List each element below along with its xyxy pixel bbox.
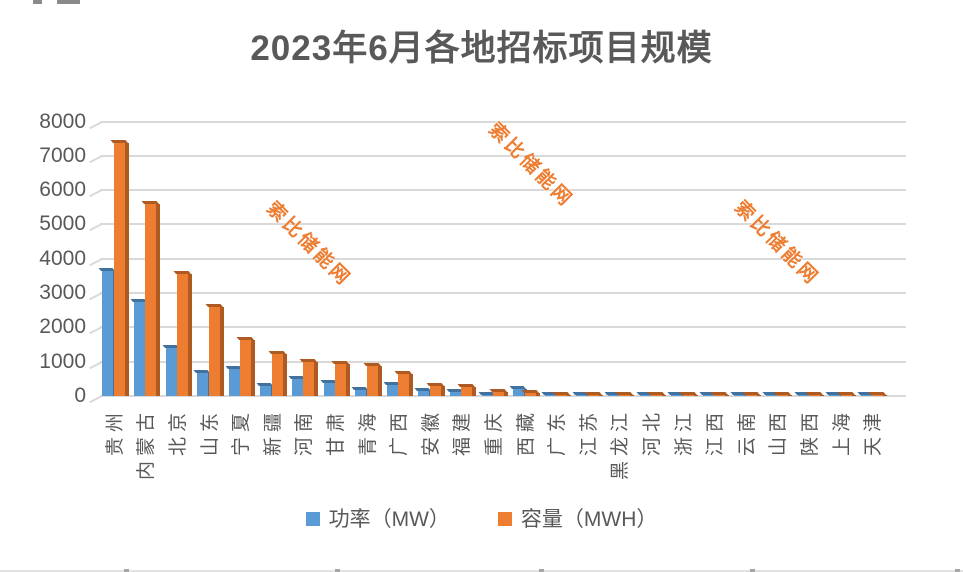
bar-capacity xyxy=(335,364,350,396)
bar-capacity xyxy=(398,373,414,396)
x-axis-category-label: 黑龙江 xyxy=(610,408,632,481)
x-axis-category-label: 广东 xyxy=(547,408,569,457)
x-axis-category-label: 陕西 xyxy=(800,408,821,457)
x-axis-category-label: 安徽 xyxy=(420,408,442,457)
bar-capacity xyxy=(587,394,603,396)
bar-capacity xyxy=(619,394,635,396)
bar-capacity xyxy=(366,365,382,396)
gridline xyxy=(100,154,906,157)
x-axis-category-label: 宁夏 xyxy=(231,408,253,457)
x-axis-category-label: 河南 xyxy=(294,408,316,457)
legend-label-capacity: 容量（MWH） xyxy=(520,508,658,531)
x-axis-category-label: 浙江 xyxy=(673,408,695,457)
gridline xyxy=(100,395,906,397)
screen-crop-artifact xyxy=(33,0,42,4)
y-axis-tick-label: 5000 xyxy=(39,212,86,236)
y-axis-tick-label: 6000 xyxy=(39,178,86,202)
bar-capacity xyxy=(524,392,540,396)
gridline xyxy=(100,292,906,295)
y-axis-tick-label: 2000 xyxy=(39,315,86,339)
chart-title: 2023年6月各地招标项目规模 xyxy=(250,29,713,68)
bar-capacity xyxy=(651,394,666,396)
x-axis-category-label: 西藏 xyxy=(515,408,537,457)
x-axis-category-label: 山西 xyxy=(768,408,790,457)
x-axis-category-label: 江西 xyxy=(705,408,727,457)
x-axis-category-label: 新疆 xyxy=(262,408,284,457)
bar-capacity xyxy=(809,394,824,396)
gridline xyxy=(100,189,906,192)
bar-capacity xyxy=(872,395,888,396)
screen-crop-artifact xyxy=(57,0,80,4)
x-axis-category-label: 上海 xyxy=(831,408,853,457)
grid-edge-tick xyxy=(750,569,755,572)
x-axis-category-label: 天津 xyxy=(863,408,885,457)
x-axis-category-label: 江苏 xyxy=(578,408,600,457)
x-axis-category-label: 青海 xyxy=(357,408,379,457)
gridline xyxy=(100,120,906,123)
bar-capacity xyxy=(208,306,224,396)
bar-capacity xyxy=(145,203,161,396)
x-axis-category-label: 重庆 xyxy=(484,408,505,457)
gridline xyxy=(100,257,906,260)
x-axis-category-label: 云南 xyxy=(736,408,758,457)
x-axis-category-label: 福建 xyxy=(452,408,474,457)
bar-capacity xyxy=(714,394,730,396)
y-axis-tick-label: 1000 xyxy=(39,349,86,373)
y-axis-tick-label: 8000 xyxy=(39,109,86,133)
x-axis-category-label: 山东 xyxy=(199,408,221,457)
x-axis-category-label: 河北 xyxy=(642,408,663,457)
bar-capacity xyxy=(113,142,129,396)
x-axis-category-label: 北京 xyxy=(168,408,189,457)
legend-item-capacity: 容量（MWH） xyxy=(497,506,658,534)
bar-capacity xyxy=(240,340,256,396)
y-axis-tick-label: 0 xyxy=(74,384,86,407)
bar-capacity xyxy=(461,387,477,396)
bar-capacity xyxy=(429,386,445,396)
x-axis-category-label: 内蒙古 xyxy=(136,408,158,481)
grid-edge-tick xyxy=(955,569,960,572)
watermark-text: 索比储能网 xyxy=(484,119,577,212)
gridline xyxy=(100,360,906,363)
bar-capacity xyxy=(303,361,319,396)
grid-edge-tick xyxy=(335,569,340,572)
x-axis-category-label: 甘肃 xyxy=(326,408,347,457)
grid-edge-tick xyxy=(124,569,129,572)
grid-edge-tick xyxy=(539,569,544,572)
bar-capacity xyxy=(682,394,698,396)
y-axis-tick-label: 3000 xyxy=(39,281,86,305)
legend-label-power: 功率（MW） xyxy=(328,508,450,531)
gridline xyxy=(100,223,906,226)
bar-capacity xyxy=(777,394,793,396)
bar-capacity xyxy=(271,354,287,396)
watermark-text: 索比储能网 xyxy=(262,198,355,291)
chart-legend: 功率（MW） 容量（MWH） xyxy=(0,506,963,534)
spreadsheet-grid-edge xyxy=(0,570,963,572)
x-axis-category-label: 贵州 xyxy=(104,408,126,457)
bar-capacity xyxy=(556,394,572,396)
legend-item-power: 功率（MW） xyxy=(305,506,450,534)
bar-capacity xyxy=(840,395,856,396)
bar-capacity xyxy=(745,394,761,396)
x-axis-category-label: 广西 xyxy=(389,408,411,457)
legend-swatch-capacity xyxy=(497,512,512,526)
y-axis-tick-label: 4000 xyxy=(39,246,86,270)
bar-capacity xyxy=(177,274,192,396)
bar-capacity xyxy=(493,391,508,396)
gridline xyxy=(100,326,906,329)
legend-swatch-power xyxy=(305,512,320,526)
watermark-text: 索比储能网 xyxy=(730,197,823,290)
y-axis-tick-label: 7000 xyxy=(39,143,86,167)
